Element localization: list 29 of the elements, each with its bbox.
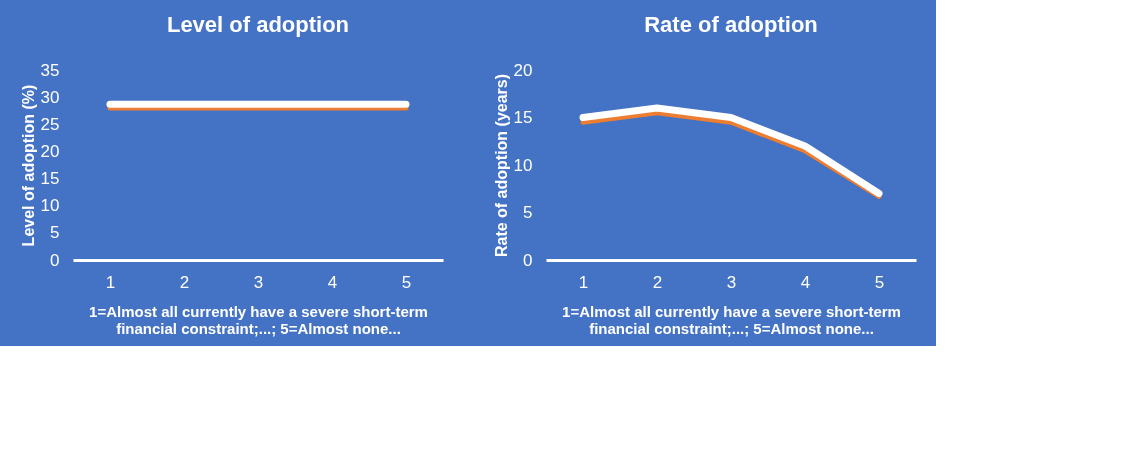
y-tick-label: 10 bbox=[40, 196, 60, 216]
y-tick-label: 15 bbox=[513, 108, 533, 127]
chart-title: Rate of adoption bbox=[644, 12, 818, 37]
y-tick-label: 35 bbox=[40, 60, 60, 80]
y-tick-label: 30 bbox=[40, 87, 60, 107]
y-axis-title: Rate of adoption (years) bbox=[492, 73, 510, 258]
y-axis-title: Level of adoption (%) bbox=[19, 84, 37, 247]
y-tick-label: 20 bbox=[513, 60, 533, 80]
x-tick-label: 4 bbox=[800, 272, 811, 292]
chart-title: Level of adoption bbox=[166, 12, 350, 37]
y-tick-label: 0 bbox=[523, 250, 533, 270]
x-tick-label: 1 bbox=[105, 272, 116, 292]
y-tick-label: 15 bbox=[40, 169, 60, 189]
y-tick-label: 10 bbox=[513, 155, 533, 175]
y-tick-label: 5 bbox=[50, 223, 60, 243]
x-tick-label: 5 bbox=[874, 272, 885, 292]
x-tick-label: 2 bbox=[652, 272, 663, 292]
x-tick-label: 3 bbox=[726, 272, 737, 292]
x-axis-title: 1=Almost all currently have a severe short-term financial constraint;...; 5=Almost none... bbox=[562, 302, 901, 337]
x-axis-title: 1=Almost all currently have a severe short-term financial constraint;...; 5=Almost none... bbox=[89, 302, 428, 337]
x-tick-label: 1 bbox=[578, 272, 589, 292]
x-tick-label: 3 bbox=[253, 272, 264, 292]
x-tick-label: 4 bbox=[327, 272, 338, 292]
y-tick-label: 25 bbox=[40, 114, 60, 134]
x-tick-label: 2 bbox=[179, 272, 190, 292]
y-tick-label: 20 bbox=[40, 141, 60, 161]
y-tick-label: 0 bbox=[50, 250, 60, 270]
x-tick-label: 5 bbox=[401, 272, 412, 292]
y-tick-label: 5 bbox=[523, 203, 533, 222]
